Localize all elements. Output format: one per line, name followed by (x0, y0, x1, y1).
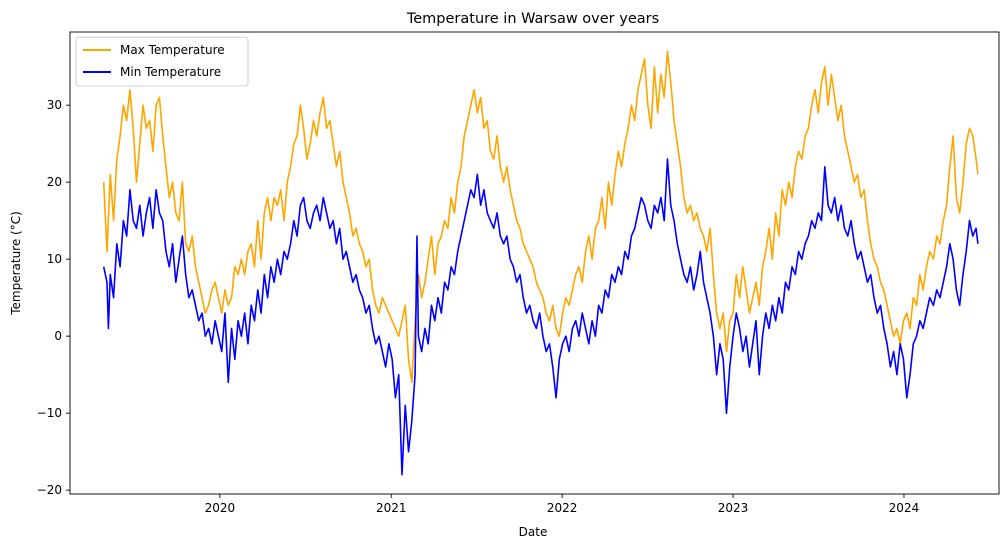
x-tick-label: 2022 (547, 501, 578, 515)
y-tick-label: −20 (37, 483, 62, 497)
series-line-max-temperature (102, 50, 979, 384)
y-tick-label: 0 (54, 329, 62, 343)
x-axis-ticks: 2020 2021 2022 2023 2024 (205, 494, 920, 515)
y-tick-label: −10 (37, 406, 62, 420)
x-tick-label: 2020 (205, 501, 236, 515)
legend-label-max: Max Temperature (120, 43, 225, 57)
y-tick-label: 20 (47, 175, 62, 189)
chart-title: Temperature in Warsaw over years (406, 11, 659, 27)
y-tick-label: 10 (47, 252, 62, 266)
y-axis-label: Temperature (°C) (9, 211, 23, 316)
series-layer (102, 50, 979, 476)
axes-frame (69, 31, 1000, 495)
legend-box (75, 36, 249, 87)
x-tick-label: 2021 (376, 501, 407, 515)
x-tick-label: 2024 (889, 501, 920, 515)
x-axis-label: Date (519, 525, 548, 539)
y-axis-ticks: −20 −10 0 10 20 30 (37, 98, 70, 497)
series-line-min-temperature (102, 158, 979, 476)
legend: Max Temperature Min Temperature (75, 36, 249, 87)
x-tick-label: 2023 (718, 501, 749, 515)
y-tick-label: 30 (47, 98, 62, 112)
legend-label-min: Min Temperature (120, 65, 221, 79)
